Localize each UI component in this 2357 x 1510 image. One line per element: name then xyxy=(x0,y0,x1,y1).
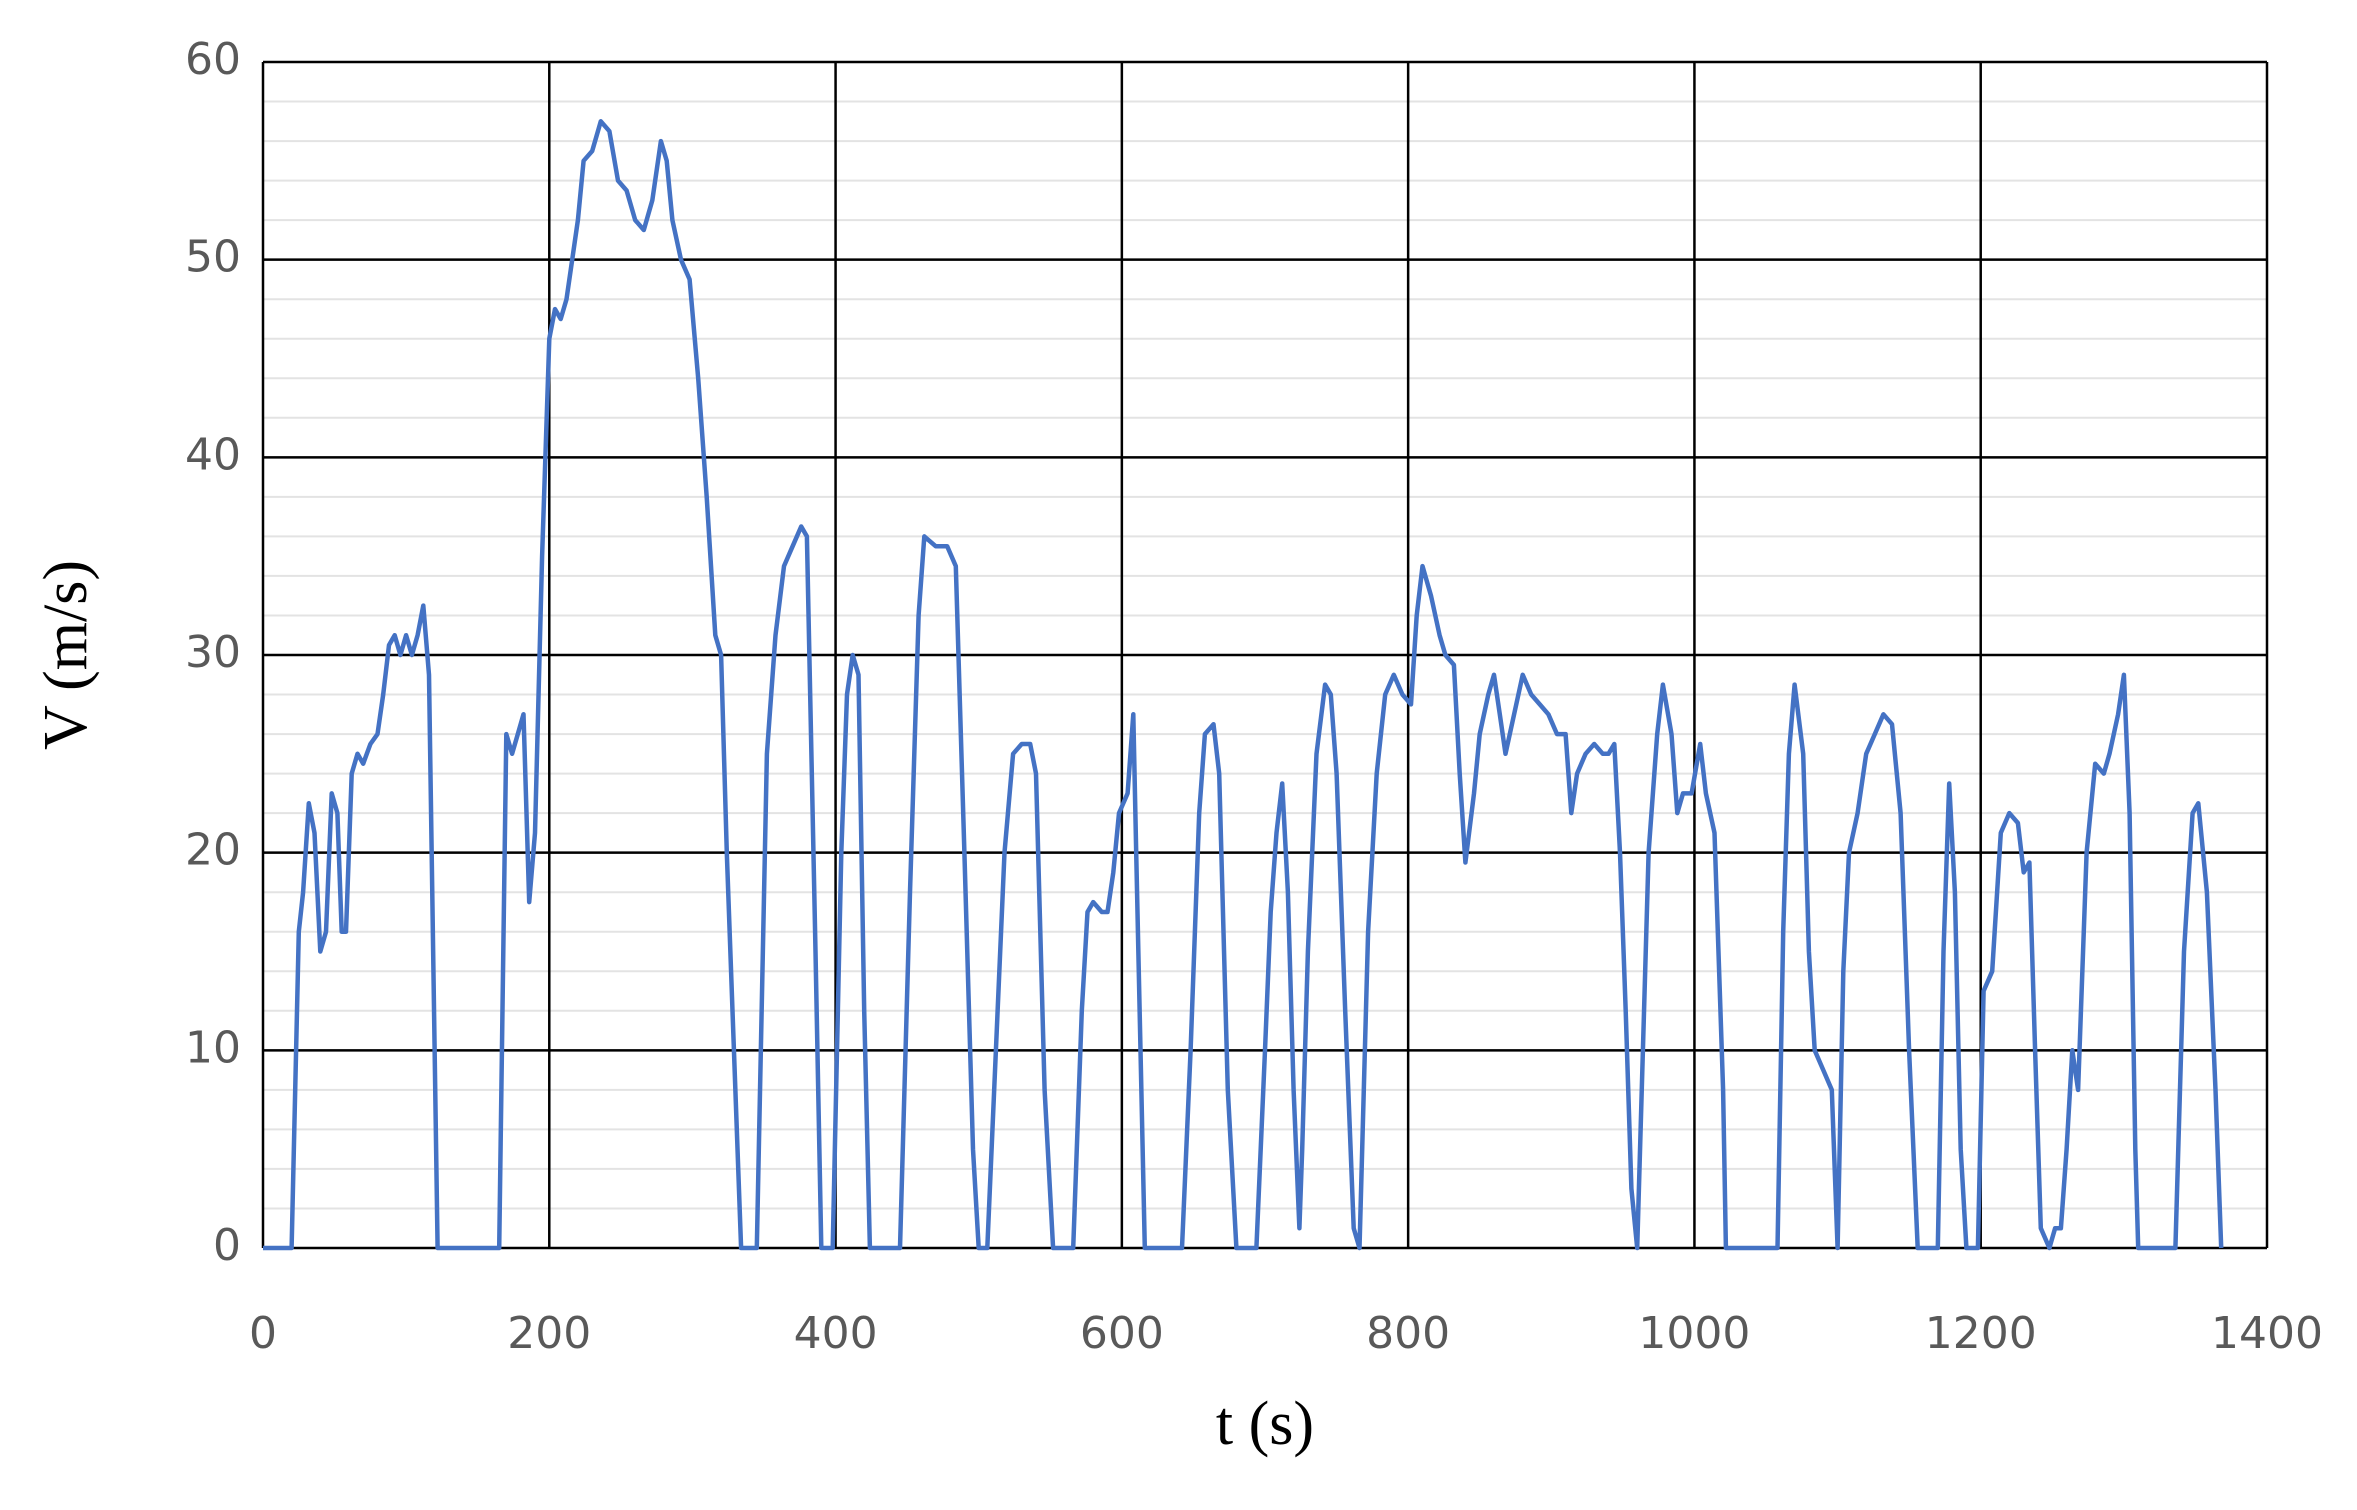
x-tick-label: 400 xyxy=(794,1308,878,1359)
x-axis-title: t (s) xyxy=(1216,1390,1314,1458)
y-tick-label: 20 xyxy=(185,825,241,876)
y-axis-title: V (m/s) xyxy=(32,560,100,750)
y-tick-label: 0 xyxy=(213,1220,241,1271)
y-tick-label: 10 xyxy=(185,1022,241,1073)
data-line xyxy=(263,119,2224,1251)
x-tick-label: 800 xyxy=(1366,1308,1450,1359)
y-tick-label: 50 xyxy=(185,232,241,283)
y-tick-label: 60 xyxy=(185,34,241,85)
x-tick-label: 1200 xyxy=(1925,1308,2037,1359)
x-tick-label: 600 xyxy=(1080,1308,1164,1359)
x-tick-label: 0 xyxy=(249,1308,277,1359)
x-tick-label: 1400 xyxy=(2211,1308,2323,1359)
x-tick-label: 1000 xyxy=(1638,1308,1750,1359)
y-tick-label: 30 xyxy=(185,627,241,678)
y-tick-label: 40 xyxy=(185,429,241,480)
x-tick-label: 200 xyxy=(507,1308,591,1359)
